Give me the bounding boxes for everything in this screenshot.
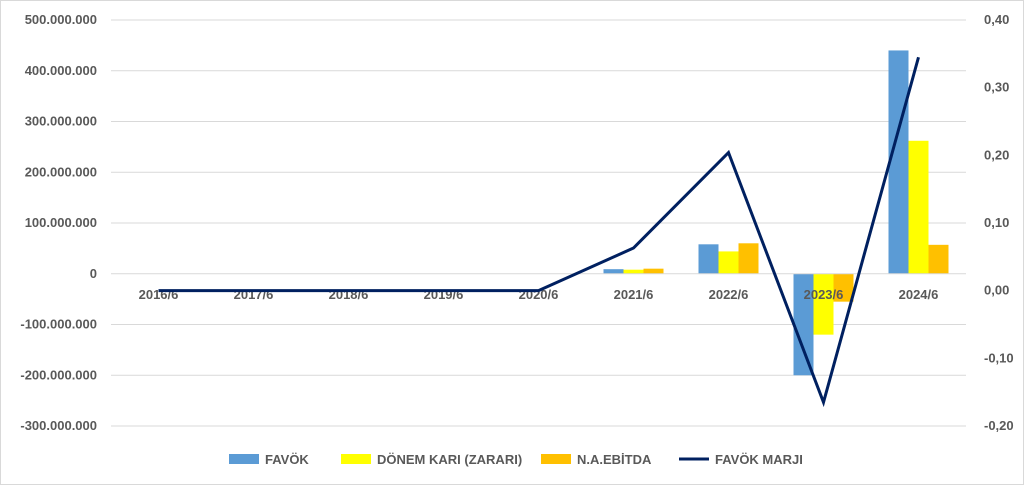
bars [603,50,949,376]
bar [888,50,909,274]
left-tick-label: 300.000.000 [25,114,97,129]
left-tick-label: 200.000.000 [25,164,97,179]
legend-label: DÖNEM KARI (ZARARI) [377,452,522,467]
left-tick-label: -200.000.000 [20,367,97,382]
category-label: 2023/6 [804,287,844,302]
category-label: 2022/6 [709,287,749,302]
bar [738,243,759,274]
gridlines [111,19,966,427]
left-tick-label: -300.000.000 [20,418,97,433]
category-axis: 2016/6 2017/6 2018/6 2019/6 2020/6 2021/6 2022… [139,287,939,302]
legend: FAVÖK DÖNEM KARI (ZARARI) N.A.EBİTDA FAVÖK … [229,452,803,467]
legend-swatch [541,454,571,464]
bar [643,268,664,274]
left-axis: 500.000.000 400.000.000 300.000.000 200.000… [20,12,97,433]
left-tick-label: 100.000.000 [25,215,97,230]
bar [833,273,854,302]
right-tick-label: -0,20 [984,418,1014,433]
legend-swatch [229,454,259,464]
right-tick-label: -0,10 [984,350,1014,365]
line-series [158,56,920,408]
right-tick-label: 0,00 [984,283,1009,298]
bar [928,244,949,274]
legend-swatch [341,454,371,464]
right-tick-label: 0,10 [984,215,1009,230]
category-label: 2024/6 [899,287,939,302]
right-axis: 0,40 0,30 0,20 0,10 0,00 -0,10 -0,20 [984,12,1014,433]
bar [718,251,739,274]
bar [908,140,929,274]
left-tick-label: 0 [90,266,97,281]
bar [603,269,624,274]
legend-label: FAVÖK [265,452,309,467]
left-tick-label: 500.000.000 [25,12,97,27]
left-tick-label: 400.000.000 [25,63,97,78]
left-tick-label: -100.000.000 [20,317,97,332]
legend-label: FAVÖK MARJI [715,452,803,467]
right-tick-label: 0,30 [984,80,1009,95]
right-tick-label: 0,40 [984,12,1009,27]
right-tick-label: 0,20 [984,147,1009,162]
bar [623,269,644,274]
legend-label: N.A.EBİTDA [577,452,652,467]
line-series-path [158,56,920,408]
bar [698,244,719,274]
bar [793,273,814,376]
bar [813,273,834,335]
category-label: 2021/6 [614,287,654,302]
